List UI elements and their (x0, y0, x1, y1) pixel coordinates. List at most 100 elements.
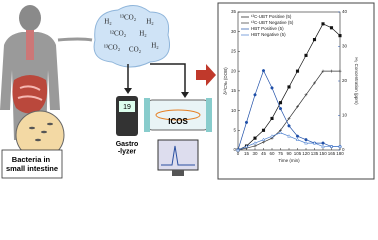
marker (304, 141, 308, 145)
gas-label: H₂ (146, 18, 154, 26)
device-reading: 19 (123, 104, 131, 111)
marker (278, 107, 283, 111)
marker (295, 134, 300, 138)
marker (304, 138, 308, 142)
y-axis-label: δ¹³C‰ (DOB) (223, 67, 228, 95)
marker (312, 141, 317, 145)
monitor-stand (172, 170, 184, 176)
y2-tick-label: 30 (342, 44, 348, 49)
breath-stream (57, 37, 93, 42)
arrow-to-chart (196, 64, 216, 86)
legend-label: HBT Positive (5) (251, 26, 284, 31)
marker (295, 137, 300, 141)
marker (304, 53, 308, 57)
marker (270, 86, 274, 90)
arrow (150, 63, 186, 96)
y-tick-label: 20 (231, 68, 237, 73)
marker (270, 116, 274, 121)
y2-tick-label: 20 (342, 78, 348, 83)
marker (321, 69, 325, 73)
marker (244, 120, 249, 124)
marker (313, 81, 316, 85)
gas-label: H₂ (104, 18, 112, 26)
gastrolyzer-label: Gastro -lyzer (116, 141, 139, 156)
marker (261, 69, 266, 73)
laser-path (155, 109, 201, 121)
x-tick-label: 0 (237, 151, 240, 156)
bacteria-label-box (1, 149, 63, 179)
marker (261, 128, 266, 132)
gas-label: H₂ (151, 42, 159, 50)
x-tick-label: 75 (278, 151, 284, 156)
gastrolyzer-screen (119, 101, 135, 112)
chart: 0 15 30 45 60 75 90 105 120 135 150 165 180051015202… (223, 9, 359, 163)
y-tick-label: 35 (231, 9, 237, 14)
marker (253, 93, 257, 97)
gas-label: H₂ (139, 30, 147, 38)
page: {"gases": ["H\u2082", "\u00b9\u00b3CO\u2… (0, 2, 375, 180)
gas-label: ¹³CO₂ (104, 44, 121, 52)
marker (296, 105, 299, 109)
marker (329, 26, 334, 30)
y-tick-label: 25 (231, 49, 237, 54)
chart-frame (217, 2, 375, 180)
x-tick-label: 165 (328, 151, 336, 156)
x-tick-label: 150 (319, 151, 327, 156)
y-tick-label: 5 (233, 127, 236, 132)
x-tick-label: 120 (302, 151, 310, 156)
marker (262, 140, 265, 144)
y-tick-label: 10 (231, 108, 237, 113)
graphic: Bacteria in small intestine H₂ ¹³CO₂ H₂¹²C… (0, 2, 375, 180)
marker (287, 85, 291, 89)
mirror (206, 98, 212, 132)
x-tick-label: 30 (252, 151, 258, 156)
gas-label: ¹²CO₂ (110, 30, 127, 38)
x-tick-label: 45 (261, 151, 267, 156)
marker (287, 134, 291, 138)
marker (253, 141, 257, 145)
marker (278, 101, 283, 105)
marker (329, 144, 334, 148)
spectrum (161, 145, 195, 166)
marker (244, 144, 249, 148)
gas-label: ¹³CO₂ (120, 14, 137, 22)
x-tick-label: 15 (244, 151, 250, 156)
y-tick-label: 30 (231, 29, 237, 34)
x-tick-label: 90 (286, 151, 292, 156)
marker (278, 130, 283, 134)
icos-label: ICOS (168, 117, 188, 126)
y-tick-label: 15 (231, 88, 237, 93)
marker (321, 144, 325, 148)
x-tick-label: 60 (269, 151, 275, 156)
mirror (144, 98, 150, 132)
marker (321, 22, 325, 26)
marker (295, 69, 300, 73)
y2-axis-label: H₂ Concentration (ppm) (354, 57, 359, 105)
marker (253, 144, 257, 148)
y2-tick-label: 10 (342, 113, 348, 118)
marker (261, 137, 266, 141)
arrow-head (181, 92, 189, 98)
arrow-head (124, 88, 132, 94)
x-tick-label: 180 (336, 151, 344, 156)
legend-label: ¹³C-UBT Negative (5) (251, 20, 294, 25)
marker (287, 116, 291, 120)
x-tick-label: 135 (311, 151, 319, 156)
marker (321, 141, 325, 145)
marker (338, 69, 342, 73)
bacteria-label: Bacteria in small intestine (6, 155, 58, 173)
marker (236, 147, 240, 152)
marker (338, 34, 342, 38)
marker (304, 93, 308, 97)
legend-label: HBT Negative (5) (251, 32, 286, 37)
marker (253, 136, 257, 140)
y2-tick-label: 0 (342, 147, 345, 152)
x-axis-label: Time (min) (278, 158, 300, 163)
x-tick-label: 105 (294, 151, 302, 156)
marker (338, 144, 342, 148)
marker (330, 69, 333, 73)
y-tick-label: 0 (233, 147, 236, 152)
gas-label: CO₂ (129, 46, 142, 54)
bacteria (29, 122, 53, 142)
marker (312, 38, 317, 42)
